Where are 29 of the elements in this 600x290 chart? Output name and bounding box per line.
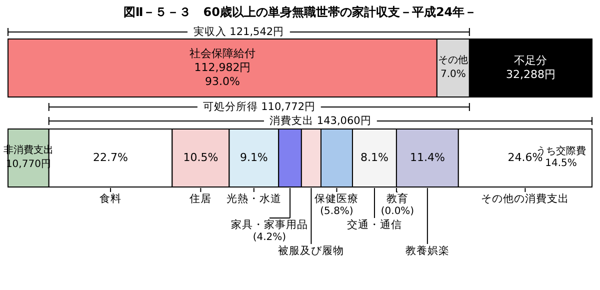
text: 被服及び履物 bbox=[278, 244, 344, 257]
annotation: 9.1% bbox=[240, 151, 268, 164]
legend-label: 住居 bbox=[190, 193, 212, 205]
legend-label: その他の消費支出 bbox=[481, 192, 570, 205]
series-label: 社会保障給付 bbox=[189, 47, 256, 60]
annotation: 11.4% bbox=[410, 151, 445, 164]
data-label: 112,982円 bbox=[194, 61, 251, 74]
annotation: 消費支出 143,060円 bbox=[270, 114, 372, 127]
legend-label: 食料 bbox=[100, 192, 122, 205]
chart-title: 図Ⅱ－５－３ 60歳以上の単身無職世帯の家計収支－平成24年－ bbox=[123, 5, 477, 19]
text: (5.8%) bbox=[320, 206, 354, 217]
text: (0.0%) bbox=[380, 206, 414, 217]
annotation: 実収入 121,542円 bbox=[193, 25, 284, 38]
data-label: 32,288円 bbox=[506, 68, 556, 81]
text: (4.2%) bbox=[252, 232, 286, 243]
text: 交通・通信 bbox=[346, 218, 402, 231]
annotation: 8.1% bbox=[360, 151, 388, 164]
text: 教養娯楽 bbox=[405, 244, 450, 257]
legend-label: 光熱・水道 bbox=[226, 192, 282, 205]
annotation: 93.0% bbox=[204, 75, 240, 88]
legend-label: 教育 bbox=[386, 192, 408, 205]
annotation: 22.7% bbox=[93, 151, 128, 164]
series-label: その他 bbox=[438, 54, 468, 66]
series-label: 不足分 bbox=[514, 54, 548, 67]
annotation: 10.5% bbox=[183, 151, 218, 164]
legend-label: 家具・家事用品 bbox=[230, 218, 308, 231]
annotation: 7.0% bbox=[440, 69, 466, 80]
legend-label: 保健医療 bbox=[314, 192, 359, 205]
annotation: 可処分所得 110,772円 bbox=[202, 100, 316, 113]
